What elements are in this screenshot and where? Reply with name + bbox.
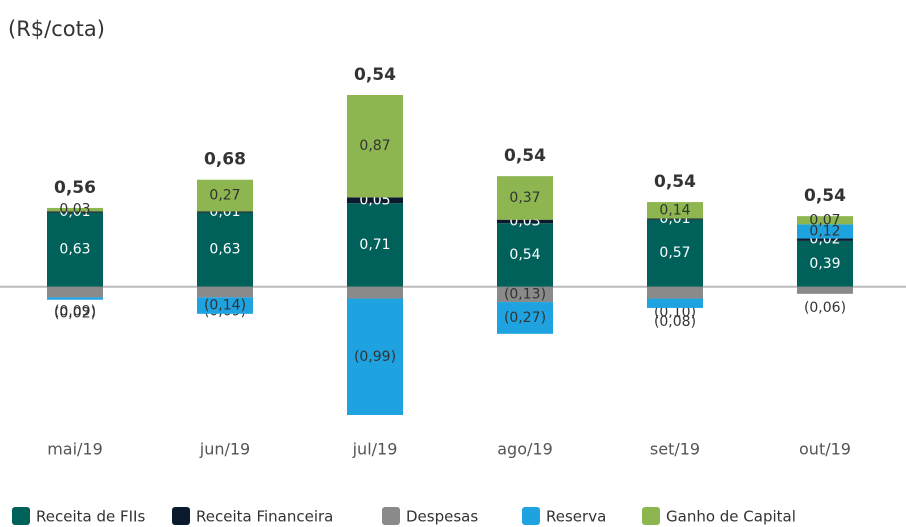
bar-segment <box>197 212 253 287</box>
legend-label: Receita de FIIs <box>36 508 145 526</box>
bar-segment <box>347 197 403 204</box>
data-label: 0,87 <box>359 138 390 154</box>
bar-segment <box>797 286 853 294</box>
total-label: 0,54 <box>504 146 546 166</box>
total-label: 0,54 <box>654 172 696 192</box>
bar-segment <box>647 202 703 219</box>
bar-segment <box>497 286 553 303</box>
legend-label: Receita Financeira <box>196 508 333 526</box>
bar-segment <box>797 224 853 239</box>
bar-segment <box>47 297 103 300</box>
total-label: 0,54 <box>804 186 846 206</box>
bar-segment <box>197 179 253 212</box>
bar-segment <box>47 212 103 287</box>
legend-label: Reserva <box>546 508 606 526</box>
bar-segment <box>197 286 253 298</box>
data-label: (0,10) <box>654 305 696 321</box>
bar-segment <box>797 240 853 287</box>
data-label: 0,57 <box>659 245 690 261</box>
legend-swatch <box>12 507 30 525</box>
legend-swatch <box>382 507 400 525</box>
bar-segment <box>797 216 853 225</box>
data-label: (0,99) <box>354 349 396 365</box>
data-label: (0,27) <box>504 310 546 326</box>
data-label: 0,54 <box>509 247 540 263</box>
x-tick-label: jun/19 <box>199 440 250 459</box>
data-label: 0,03 <box>59 202 90 218</box>
data-label: 0,71 <box>359 237 390 253</box>
data-label: 0,37 <box>509 190 540 206</box>
bar-segment <box>347 95 403 198</box>
data-label: 0,63 <box>59 242 90 258</box>
data-label: (0,14) <box>204 298 246 314</box>
data-label: 0,14 <box>659 202 690 218</box>
bar-segment <box>497 219 553 224</box>
bar-segment <box>647 218 703 220</box>
data-label: 0,07 <box>809 212 840 228</box>
bar-segment <box>47 211 103 213</box>
bar-segment <box>197 297 253 314</box>
total-label: 0,68 <box>204 150 246 170</box>
bar-segment <box>347 203 403 287</box>
data-label: 0,63 <box>209 242 240 258</box>
data-label: (0,02) <box>54 306 96 322</box>
data-label: (0,09) <box>54 303 96 319</box>
legend-label: Ganho de Capital <box>666 508 796 526</box>
data-label: (0,13) <box>504 286 546 302</box>
data-label: 0,12 <box>809 223 840 239</box>
bar-segment <box>347 298 403 415</box>
data-label: 0,27 <box>209 188 240 204</box>
x-tick-label: mai/19 <box>47 440 103 459</box>
legend-swatch <box>172 507 190 525</box>
bar-segment <box>647 286 703 299</box>
bar-segment <box>497 176 553 220</box>
bar-segment <box>197 211 253 213</box>
x-tick-label: jul/19 <box>352 440 398 459</box>
bar-segment <box>647 219 703 287</box>
total-label: 0,54 <box>354 65 396 85</box>
bar-segment <box>647 298 703 308</box>
legend-label: Despesas <box>406 508 478 526</box>
legend-swatch <box>522 507 540 525</box>
bar-segment <box>497 223 553 287</box>
chart-title: (R$/cota) <box>8 17 105 41</box>
bar-segment <box>47 286 103 298</box>
bar-segment <box>347 286 403 299</box>
data-label: (0,08) <box>654 314 696 330</box>
x-tick-label: out/19 <box>799 440 851 459</box>
x-tick-label: ago/19 <box>497 440 553 459</box>
bar-segment <box>47 207 103 212</box>
total-label: 0,56 <box>54 178 96 198</box>
data-label: 0,39 <box>809 256 840 272</box>
data-label: (0,06) <box>804 300 846 316</box>
bar-segment <box>497 302 553 334</box>
legend-swatch <box>642 507 660 525</box>
bar-segment <box>797 238 853 241</box>
x-tick-label: set/19 <box>650 440 700 459</box>
